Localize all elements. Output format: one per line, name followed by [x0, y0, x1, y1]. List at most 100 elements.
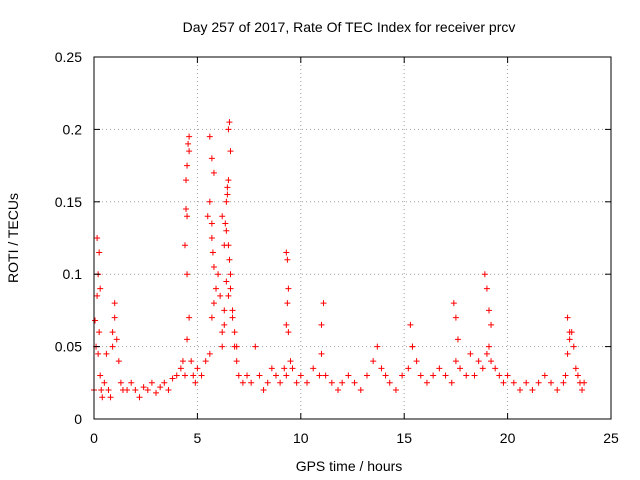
data-point [179, 358, 186, 365]
data-point [217, 292, 224, 299]
data-point [115, 358, 122, 365]
data-point [293, 379, 300, 386]
data-point [409, 343, 416, 350]
data-point [284, 256, 291, 263]
data-point [452, 358, 459, 365]
data-point [227, 285, 234, 292]
data-point [566, 329, 573, 336]
data-point [113, 336, 120, 343]
data-point [452, 314, 459, 321]
data-point [413, 358, 420, 365]
data-point [442, 372, 449, 379]
data-point [227, 271, 234, 278]
data-point [316, 372, 323, 379]
data-point [523, 379, 530, 386]
data-point [510, 379, 517, 386]
data-point [184, 336, 191, 343]
data-point [264, 379, 271, 386]
data-point [103, 350, 110, 357]
data-point [386, 379, 393, 386]
data-point [188, 358, 195, 365]
data-point [496, 372, 503, 379]
data-point [581, 379, 588, 386]
data-point [101, 379, 108, 386]
data-point [322, 372, 329, 379]
data-point [423, 379, 430, 386]
data-point [219, 343, 226, 350]
data-point [223, 278, 230, 285]
data-point [209, 249, 216, 256]
data-point [417, 372, 424, 379]
data-point [562, 372, 569, 379]
data-point [223, 198, 230, 205]
data-point [235, 372, 242, 379]
data-point [328, 379, 335, 386]
data-point [215, 271, 222, 278]
data-point [454, 336, 461, 343]
data-point [105, 387, 112, 394]
y-tick-label: 0.25 [55, 49, 82, 65]
data-point [471, 372, 478, 379]
data-point [283, 249, 290, 256]
data-point [132, 387, 139, 394]
data-point [96, 329, 103, 336]
data-point [339, 379, 346, 386]
data-point [184, 213, 191, 220]
data-point [564, 350, 571, 357]
data-point [564, 314, 571, 321]
data-point [231, 329, 238, 336]
data-point [504, 372, 511, 379]
data-point [572, 365, 579, 372]
data-point [204, 213, 211, 220]
data-point [144, 387, 151, 394]
data-point [283, 372, 290, 379]
data-point [219, 213, 226, 220]
data-point [475, 358, 482, 365]
data-point [392, 387, 399, 394]
data-point [95, 350, 102, 357]
data-point [457, 365, 464, 372]
data-point [229, 307, 236, 314]
data-point [260, 387, 267, 394]
data-point [277, 379, 284, 386]
data-point [181, 372, 188, 379]
data-point [463, 372, 470, 379]
data-point [210, 263, 217, 270]
data-point [183, 206, 190, 213]
data-point [224, 184, 231, 191]
data-point [97, 285, 104, 292]
data-point [436, 365, 443, 372]
y-tick-label: 0 [74, 411, 82, 427]
data-point [283, 321, 290, 328]
data-point [153, 389, 160, 396]
data-point [99, 394, 106, 401]
data-point [310, 365, 317, 372]
data-points [91, 119, 588, 401]
data-point [256, 372, 263, 379]
x-axis-label: GPS time / hours [296, 458, 403, 474]
data-point [248, 379, 255, 386]
data-point [157, 384, 164, 391]
data-point [517, 387, 524, 394]
data-point [448, 379, 455, 386]
data-point [272, 372, 279, 379]
data-point [169, 375, 176, 382]
chart-title: Day 257 of 2017, Rate Of TEC Index for r… [183, 19, 516, 35]
data-point [268, 365, 275, 372]
data-point [140, 384, 147, 391]
data-point [227, 148, 234, 155]
data-point [529, 387, 536, 394]
x-tick-label: 10 [293, 430, 309, 446]
data-point [192, 379, 199, 386]
data-point [186, 133, 193, 140]
data-point [285, 285, 292, 292]
data-point [107, 394, 114, 401]
tick-labels: 0 5 10 15 20 25 0 0.05 0.1 0.15 0.2 0.25 [55, 49, 619, 446]
data-point [186, 314, 193, 321]
data-point [165, 387, 172, 394]
data-point [181, 242, 188, 249]
data-point [244, 372, 251, 379]
data-point [579, 387, 586, 394]
data-point [97, 372, 104, 379]
x-tick-label: 25 [603, 430, 619, 446]
